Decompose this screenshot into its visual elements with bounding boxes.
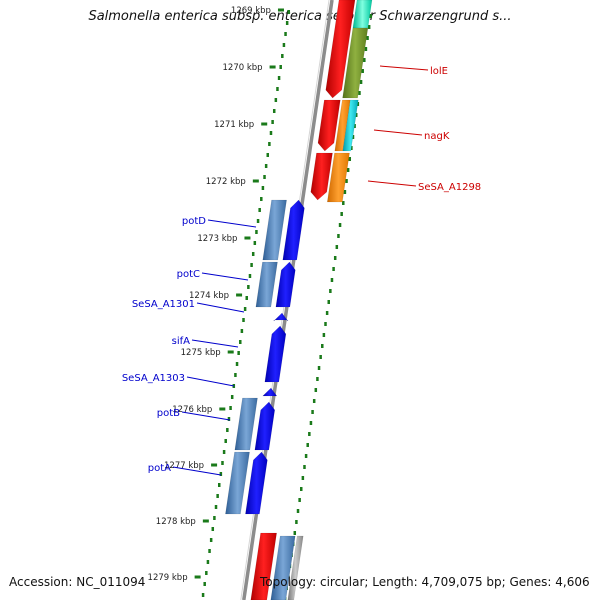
gene-potB[interactable] <box>254 401 275 451</box>
gene-tracks <box>225 0 373 600</box>
gene-nagK[interactable] <box>317 99 341 152</box>
cog-block-SeSA_A1298[interactable] <box>327 152 350 203</box>
gene-label[interactable]: sifA <box>172 336 191 347</box>
gene-potA[interactable] <box>245 451 268 515</box>
tick-label: 1275 kbp <box>181 348 221 358</box>
tick-label: 1269 kbp <box>231 6 271 16</box>
gene-SeSA_A1298[interactable] <box>310 152 333 201</box>
cog-block-next[interactable] <box>270 535 296 600</box>
gene-label[interactable]: SeSA_A1298 <box>418 182 481 193</box>
gene-label[interactable]: potA <box>148 463 171 474</box>
cog-block-lolE-top[interactable] <box>352 0 373 29</box>
gene-SeSA_A1303[interactable] <box>262 387 278 397</box>
gene-potD[interactable] <box>282 199 305 261</box>
gene-label[interactable]: SeSA_A1301 <box>132 299 195 310</box>
map-title: Salmonella enterica subsp. enterica sero… <box>88 9 512 24</box>
tick-label: 1276 kbp <box>172 405 212 415</box>
cog-block-nagK-b[interactable] <box>342 99 359 152</box>
cog-block-lolE[interactable] <box>342 27 369 99</box>
cog-block-potA[interactable] <box>225 451 250 515</box>
gene-labels: lolE nagK SeSA_A1298 potD potC SeSA_A1301 sifA… <box>122 65 481 476</box>
gene-sifA[interactable] <box>264 325 287 383</box>
tick-label: 1277 kbp <box>164 461 204 471</box>
accession-text: Accession: NC_011094 <box>9 575 146 589</box>
gene-label[interactable]: potD <box>182 216 206 227</box>
cog-block-next-grey[interactable] <box>287 535 304 600</box>
gene-next-forward[interactable] <box>250 532 277 600</box>
cog-block-potC[interactable] <box>255 261 278 308</box>
tick-label: 1274 kbp <box>189 291 229 301</box>
gene-label[interactable]: potC <box>177 269 200 280</box>
gene-lolE[interactable] <box>325 0 356 99</box>
tick-layer: 1269 kbp 1270 kbp 1271 kbp 1272 kbp 1273 kbp… <box>148 6 284 583</box>
gene-label[interactable]: SeSA_A1303 <box>122 373 185 384</box>
tick-label: 1272 kbp <box>206 177 246 187</box>
gene-label[interactable]: potB <box>157 408 180 419</box>
cog-block-potB[interactable] <box>234 397 258 451</box>
tick-label: 1270 kbp <box>223 63 263 73</box>
gene-potC[interactable] <box>275 261 296 308</box>
gene-label[interactable]: lolE <box>430 66 448 77</box>
gc-dotted-tracks <box>201 10 373 600</box>
gene-SeSA_A1301[interactable] <box>273 312 289 322</box>
gene-label[interactable]: nagK <box>424 131 450 142</box>
tick-label: 1278 kbp <box>156 517 196 527</box>
topology-summary: Topology: circular; Length: 4,709,075 bp… <box>260 575 590 589</box>
tick-label: 1271 kbp <box>214 120 254 130</box>
cog-block-potD[interactable] <box>262 199 287 261</box>
tick-label: 1273 kbp <box>197 234 237 244</box>
tick-label: 1279 kbp <box>148 573 188 583</box>
